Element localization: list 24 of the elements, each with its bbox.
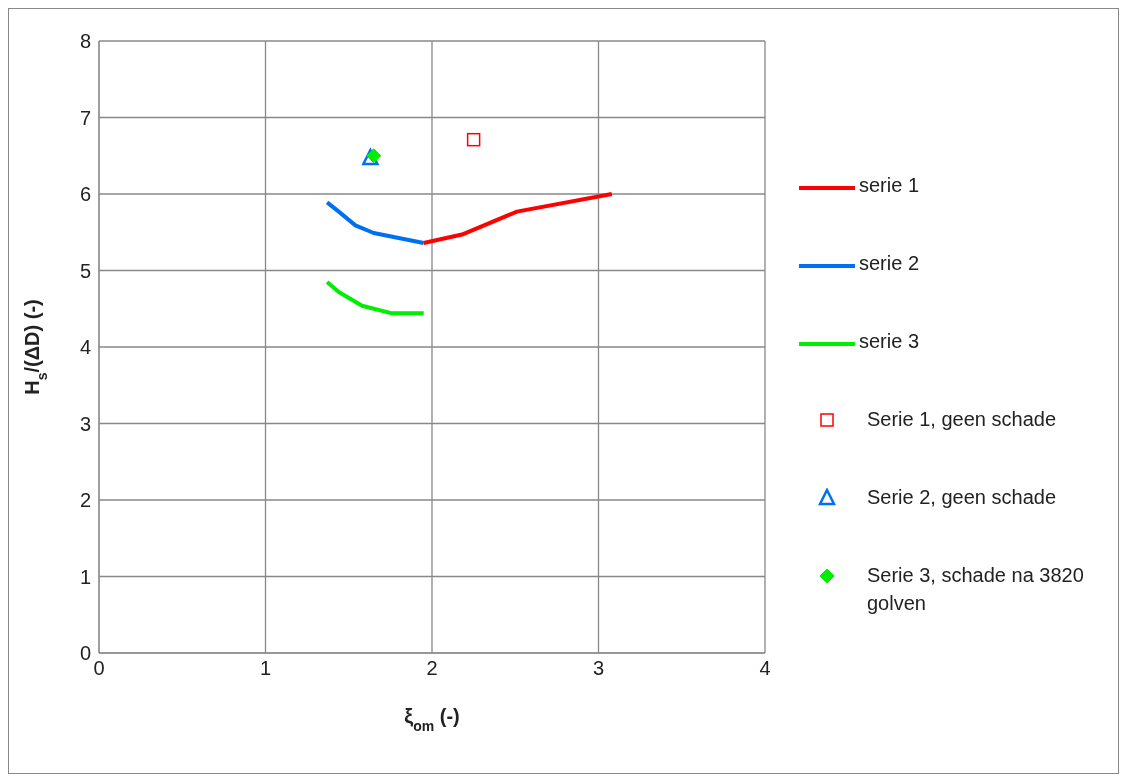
line-series — [421, 192, 614, 245]
y-tick-label: 6 — [79, 183, 91, 206]
legend-label: serie 3 — [859, 329, 920, 354]
y-tick-label: 8 — [79, 30, 91, 53]
x-tick-label: 1 — [259, 657, 272, 680]
y-tick-label: 2 — [79, 489, 91, 512]
y-tick-label: 1 — [79, 565, 91, 588]
legend-label: Serie 3, schade na 3820 golven — [867, 563, 1085, 616]
x-tick-label: 0 — [93, 657, 105, 680]
x-tick-label: 2 — [426, 657, 438, 680]
y-tick-label: 7 — [79, 106, 91, 129]
x-axis-title: ξ$_{om}$ (-) — [404, 705, 460, 734]
y-tick-label: 3 — [79, 412, 91, 435]
x-tick-label: 3 — [592, 657, 605, 680]
legend-label: Serie 1, geen schade — [867, 407, 1057, 432]
y-tick-label: 0 — [79, 642, 91, 665]
line-series — [325, 200, 426, 245]
y-tick-label: 5 — [79, 259, 91, 282]
line-series — [325, 279, 426, 316]
legend-label: serie 2 — [859, 251, 920, 276]
legend-label: serie 1 — [859, 173, 920, 198]
x-tick-label: 4 — [759, 657, 771, 680]
y-tick-label: 4 — [79, 336, 91, 359]
legend-label: Serie 2, geen schade — [867, 485, 1057, 510]
